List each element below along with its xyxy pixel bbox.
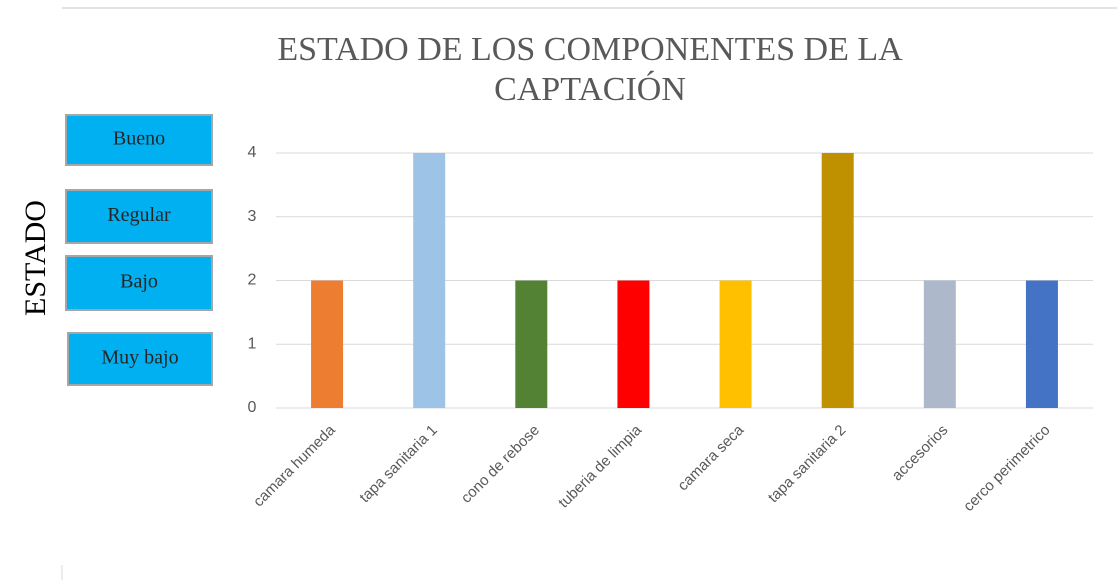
x-tick-label: cerco perimetrico xyxy=(960,422,1053,515)
status-box xyxy=(65,114,213,166)
status-box xyxy=(65,255,213,311)
status-box-label: Muy bajo xyxy=(101,347,178,369)
bar xyxy=(719,280,752,408)
bar xyxy=(515,280,548,408)
y-tick-label: 4 xyxy=(248,144,257,161)
x-tick-label: tuberia de limpia xyxy=(555,421,645,511)
y-axis-label: ESTADO xyxy=(19,200,52,316)
status-box xyxy=(67,332,213,386)
bar xyxy=(1025,280,1058,408)
x-tick-label: tapa sanitaria 1 xyxy=(356,422,441,507)
bar xyxy=(617,280,650,408)
bar xyxy=(821,153,854,408)
bar xyxy=(311,280,344,408)
x-tick-label: tapa sanitaria 2 xyxy=(765,422,850,507)
x-tick-label: camara humeda xyxy=(250,421,339,510)
status-box-label: Regular xyxy=(107,204,171,226)
y-tick-label: 0 xyxy=(248,399,257,416)
y-tick-label: 1 xyxy=(248,335,257,352)
x-tick-label: cono de rebose xyxy=(458,422,543,507)
status-box-label: Bueno xyxy=(113,128,165,150)
bar xyxy=(413,153,446,408)
bar xyxy=(923,280,956,408)
status-box-label: Bajo xyxy=(120,271,158,293)
x-tick-label: camara seca xyxy=(674,421,747,494)
status-box xyxy=(65,189,213,244)
chart-title: ESTADO DE LOS COMPONENTES DE LA CAPTACIÓ… xyxy=(277,31,903,108)
x-tick-label: accesorios xyxy=(889,422,952,485)
y-tick-label: 2 xyxy=(248,272,257,289)
y-tick-label: 3 xyxy=(248,208,257,225)
